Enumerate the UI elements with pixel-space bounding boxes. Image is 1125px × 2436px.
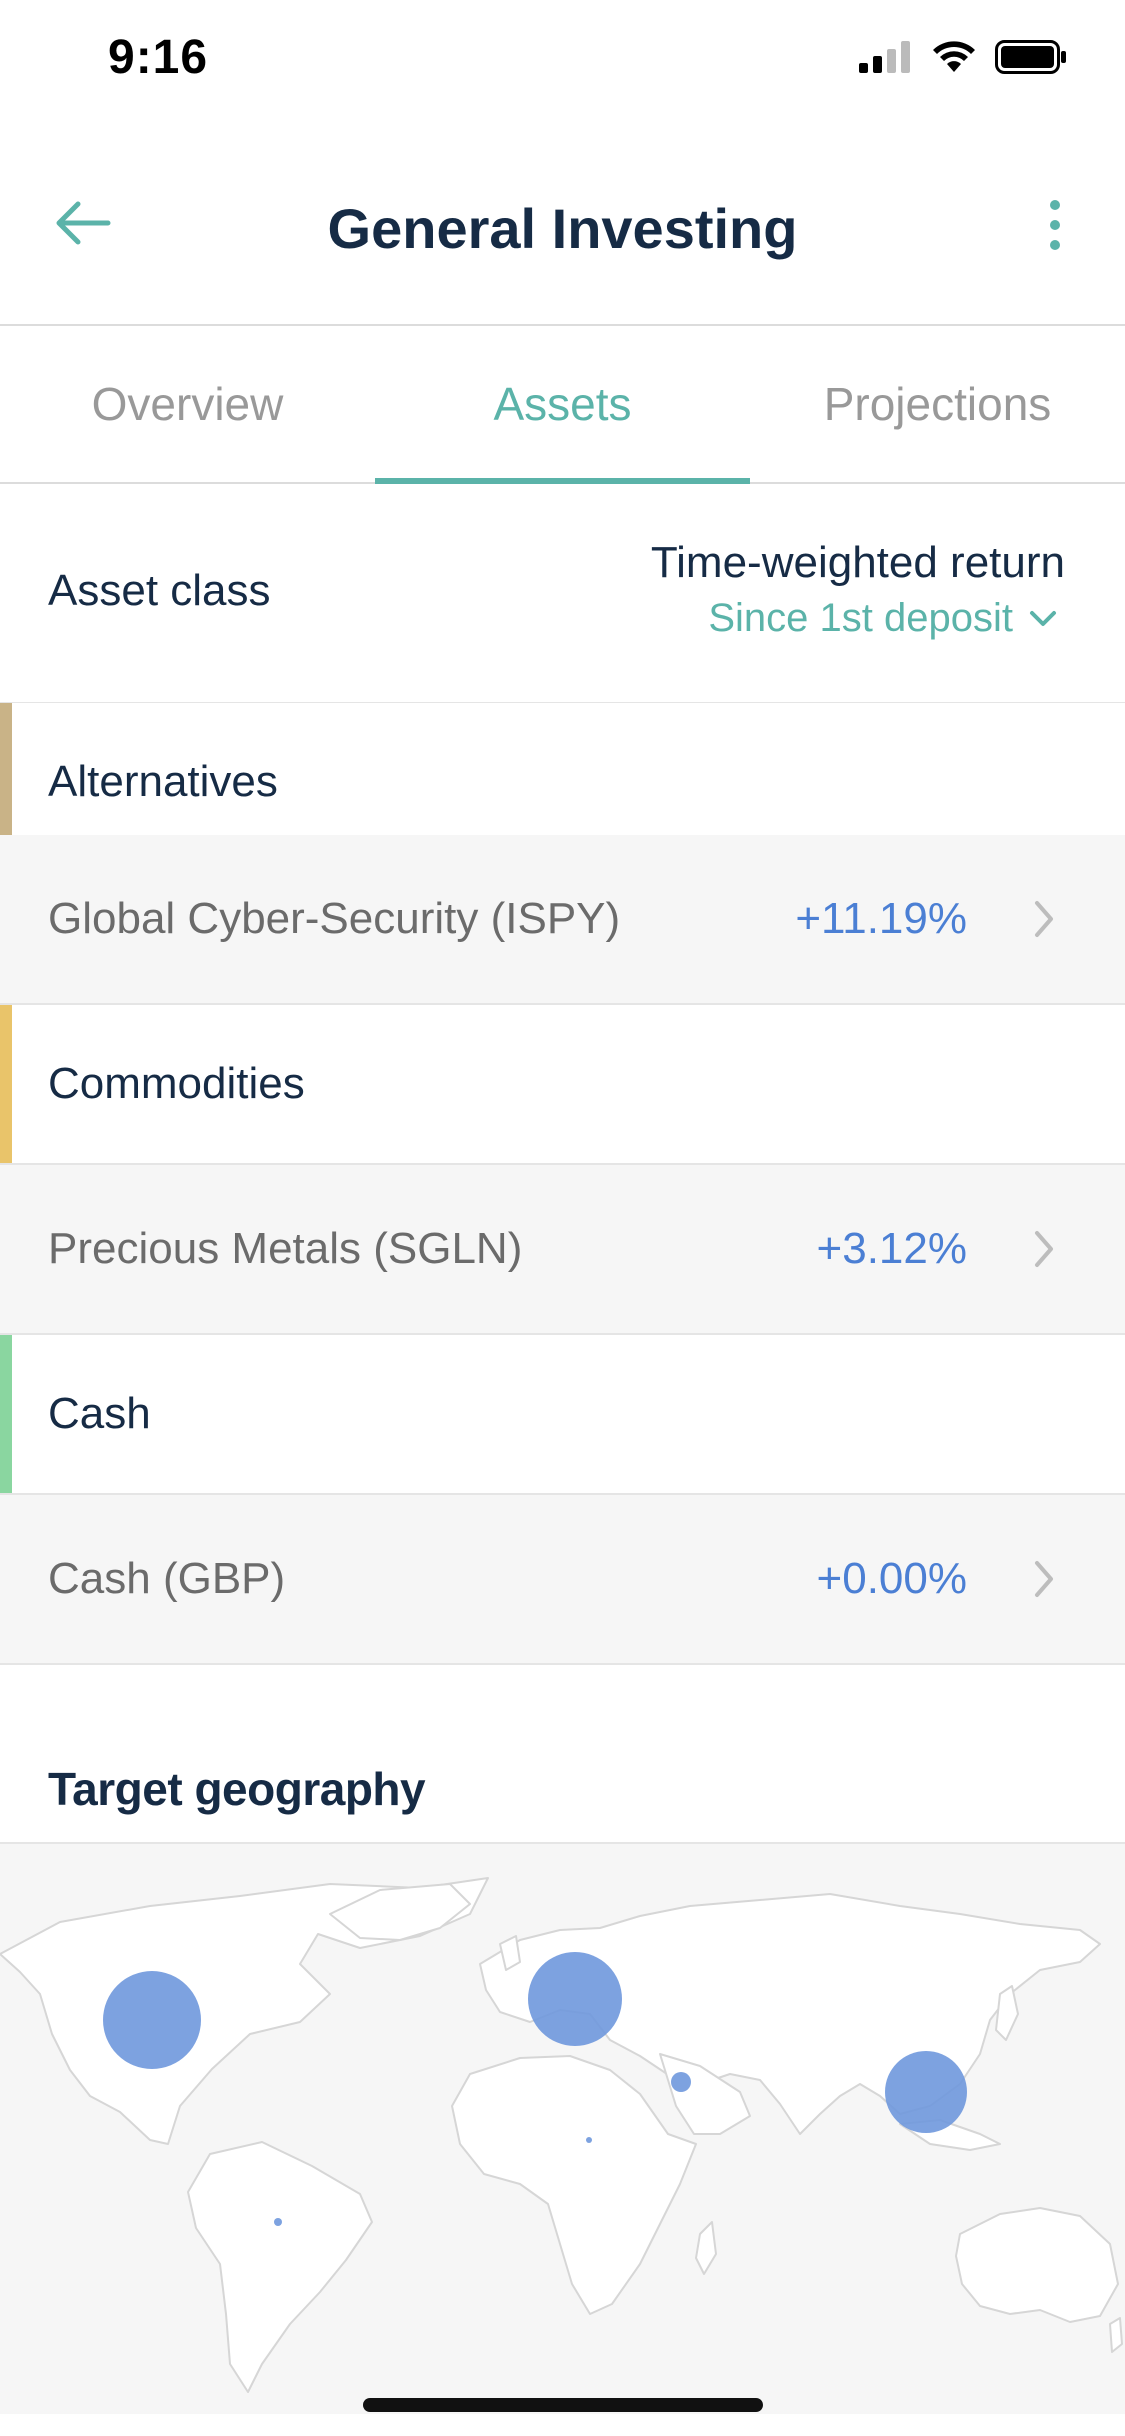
exposure-bubble-middle-east [671, 2072, 691, 2092]
return-heading: Time-weighted return [650, 538, 1065, 587]
section-title-target-geography: Target geography [48, 1763, 426, 1815]
chevron-right-icon [1035, 901, 1053, 937]
asset-return: +3.12% [816, 1224, 967, 1273]
madagascar-shape [695, 2221, 717, 2275]
status-time: 9:16 [108, 31, 209, 84]
exposure-bubble-asia [885, 2051, 967, 2133]
status-bar: 9:16 [0, 0, 1125, 120]
category-color-bar [0, 703, 12, 861]
home-indicator[interactable] [363, 2398, 763, 2412]
tab-bar: Overview Assets Projections [0, 326, 1125, 484]
chevron-right-icon [1035, 1561, 1053, 1597]
category-row-commodities: Commodities [0, 1005, 1125, 1165]
category-label: Commodities [48, 1059, 305, 1108]
uk-shape [499, 1935, 521, 1971]
geography-map [0, 1842, 1125, 2414]
greenland-shape [329, 1883, 471, 1941]
asset-name: Precious Metals (SGLN) [48, 1224, 523, 1273]
category-label: Alternatives [48, 757, 278, 806]
new-zealand-shape [1109, 2317, 1123, 2353]
category-color-bar [0, 1335, 12, 1493]
page-title: General Investing [327, 197, 798, 260]
tab-projections[interactable]: Projections [823, 378, 1052, 430]
chevron-right-icon [1035, 1231, 1053, 1267]
period-selector[interactable]: Since 1st deposit [708, 596, 1057, 641]
asset-return: +0.00% [816, 1554, 967, 1603]
chevron-down-icon [1030, 610, 1056, 626]
south-america-shape [187, 2141, 373, 2393]
africa-shape [451, 2055, 697, 2315]
status-icons [859, 40, 1067, 74]
world-map-icon [0, 1877, 1123, 2393]
period-label: Since 1st deposit [708, 596, 1013, 640]
asset-row-ispy[interactable]: Global Cyber-Security (ISPY) +11.19% [0, 835, 1125, 1005]
asset-name: Global Cyber-Security (ISPY) [48, 894, 621, 943]
battery-icon [995, 40, 1066, 74]
japan-shape [995, 1985, 1019, 2041]
tab-overview[interactable]: Overview [91, 378, 284, 430]
north-america-shape [0, 1877, 489, 2145]
category-label: Cash [48, 1389, 151, 1438]
wifi-icon [933, 41, 975, 72]
exposure-bubble-north-america [103, 1971, 201, 2069]
more-options-icon[interactable] [1045, 200, 1065, 250]
exposure-bubble-europe [528, 1952, 622, 2046]
asset-row-cash-gbp[interactable]: Cash (GBP) +0.00% [0, 1495, 1125, 1665]
asset-list-header: Asset class Time-weighted return Since 1… [0, 484, 1125, 704]
asset-row-sgln[interactable]: Precious Metals (SGLN) +3.12% [0, 1165, 1125, 1335]
cellular-signal-icon [859, 41, 910, 73]
exposure-bubble-africa [586, 2137, 592, 2143]
tab-assets[interactable]: Assets [375, 326, 750, 484]
australia-shape [955, 2207, 1119, 2323]
asset-class-heading: Asset class [48, 566, 271, 615]
back-arrow-icon[interactable] [52, 198, 112, 248]
exposure-bubble-south-america [274, 2218, 282, 2226]
nav-bar: General Investing [0, 120, 1125, 326]
category-color-bar [0, 1005, 12, 1163]
asset-name: Cash (GBP) [48, 1554, 286, 1603]
asset-return: +11.19% [795, 894, 967, 943]
category-row-cash: Cash [0, 1335, 1125, 1495]
